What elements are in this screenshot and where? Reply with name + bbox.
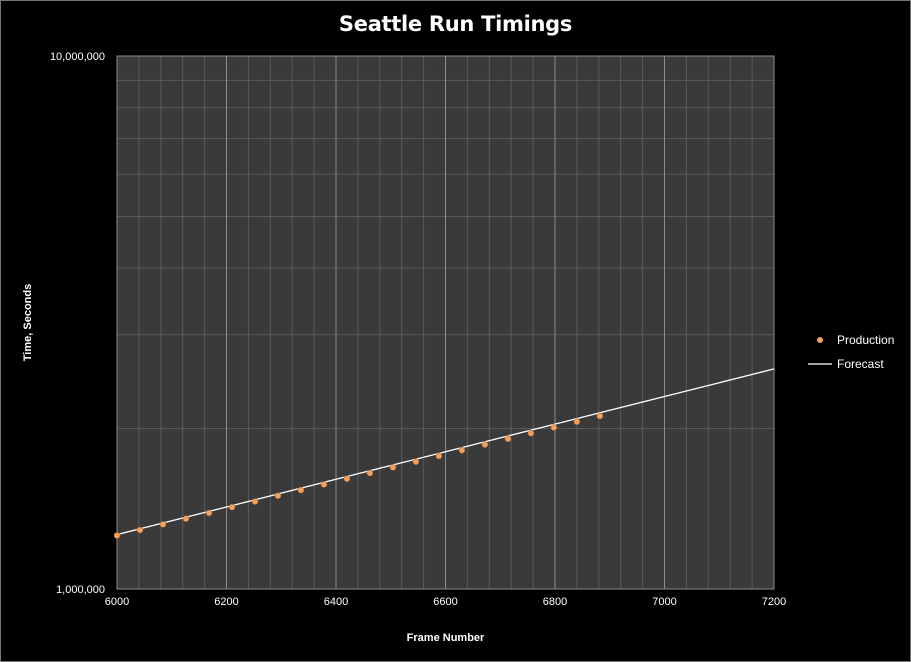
plot-border (116, 55, 775, 590)
production-point (573, 418, 581, 425)
production-points (113, 412, 604, 539)
x-tick-label: 6000 (105, 596, 129, 608)
production-point (458, 447, 466, 454)
y-tick-label: 1,000,000 (56, 584, 105, 596)
production-point (159, 521, 167, 528)
production-point (366, 469, 374, 477)
x-tick-labels: 6000 6200 6400 6600 6800 7000 7200 (105, 596, 786, 608)
x-tick-label: 6800 (543, 596, 567, 608)
legend-production-label: Production (837, 333, 894, 347)
x-tick-label: 6600 (433, 596, 457, 608)
legend-forecast-label: Forecast (837, 357, 884, 371)
production-point (343, 475, 351, 483)
production-point (113, 532, 121, 539)
production-point (251, 498, 259, 505)
production-point (596, 412, 604, 420)
production-point (320, 481, 328, 488)
chart-title: Seattle Run Timings (338, 12, 573, 36)
production-point (136, 526, 144, 534)
production-point (412, 458, 420, 465)
production-point (274, 492, 282, 500)
production-point (297, 486, 305, 494)
legend-production-marker (817, 337, 823, 343)
y-axis-title: Time, Seconds (22, 284, 34, 361)
production-point (504, 435, 512, 443)
legend: Production Forecast (808, 333, 894, 371)
production-point (389, 464, 397, 471)
x-tick-label: 7200 (762, 596, 786, 608)
y-tick-label: 10,000,000 (50, 51, 105, 63)
production-point (527, 429, 535, 437)
production-point (228, 503, 236, 511)
x-tick-label: 6200 (214, 596, 238, 608)
x-axis-title: Frame Number (407, 632, 485, 644)
y-tick-labels: 1,000,000 10,000,000 (50, 51, 105, 596)
production-point (550, 424, 558, 431)
production-point (205, 509, 213, 517)
grid-major (226, 56, 665, 589)
x-tick-label: 7000 (652, 596, 676, 608)
forecast-line (116, 368, 775, 536)
production-point (481, 441, 489, 448)
production-point (435, 452, 443, 460)
production-point (182, 515, 190, 522)
x-tick-label: 6400 (324, 596, 348, 608)
